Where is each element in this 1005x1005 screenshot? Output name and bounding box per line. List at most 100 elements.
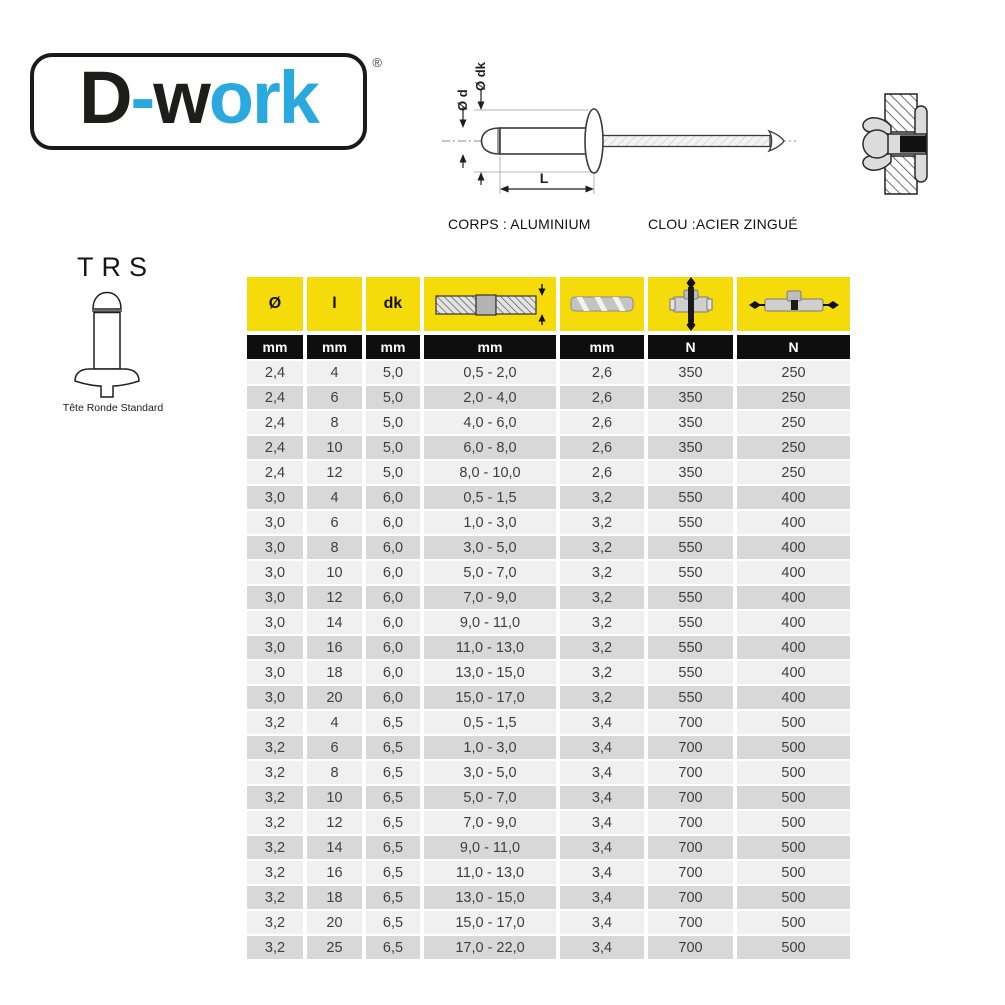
table-cell: 350 [646,410,737,436]
unit-header: N [735,333,850,361]
table-cell: 550 [646,510,737,536]
table-cell: 25 [305,935,366,961]
unit-header: mm [305,333,366,361]
table-cell: 500 [735,910,850,936]
col-header-drill [558,277,648,335]
table-cell: 5,0 [364,360,424,386]
brand-logo: D-work ® [30,53,382,151]
col-header-length: l [305,277,366,335]
table-cell: 0,5 - 1,5 [422,710,560,736]
table-cell: 12 [305,460,366,486]
unit-header: N [646,333,737,361]
table-cell: 6,5 [364,735,424,761]
table-cell: 500 [735,935,850,961]
table-cell: 15,0 - 17,0 [422,910,560,936]
table-cell: 500 [735,760,850,786]
col-header-tensile-strength [735,277,850,335]
table-cell: 550 [646,485,737,511]
registered-trademark-icon: ® [372,55,382,70]
table-cell: 9,0 - 11,0 [422,610,560,636]
col-header-shear-strength [646,277,737,335]
grip-range-icon [435,284,546,325]
trs-rivet-drawing [62,284,162,404]
table-cell: 400 [735,660,850,686]
table-cell: 2,6 [558,410,648,436]
table-cell: 2,4 [247,410,307,436]
table-cell: 550 [646,585,737,611]
table-cell: 3,2 [558,685,648,711]
table-cell: 3,4 [558,835,648,861]
table-cell: 3,2 [247,885,307,911]
table-cell: 500 [735,785,850,811]
table-row: 2,4 4 5,0 0,5 - 2,0 2,6 350 250 [247,360,850,386]
table-cell: 6,0 [364,585,424,611]
table-cell: 3,0 [247,560,307,586]
table-cell: 350 [646,460,737,486]
table-cell: 3,2 [247,835,307,861]
table-cell: 20 [305,910,366,936]
table-cell: 16 [305,860,366,886]
table-cell: 6,5 [364,885,424,911]
table-row: 2,4 8 5,0 4,0 - 6,0 2,6 350 250 [247,410,850,436]
table-cell: 13,0 - 15,0 [422,660,560,686]
table-cell: 7,0 - 9,0 [422,585,560,611]
table-cell: 400 [735,510,850,536]
table-row: 3,0 18 6,0 13,0 - 15,0 3,2 550 400 [247,660,850,686]
table-cell: 400 [735,585,850,611]
table-cell: 5,0 - 7,0 [422,560,560,586]
table-cell: 700 [646,785,737,811]
table-cell: 8,0 - 10,0 [422,460,560,486]
table-cell: 250 [735,460,850,486]
table-cell: 3,4 [558,860,648,886]
table-cell: 5,0 - 7,0 [422,785,560,811]
product-code-title: TRS [77,252,155,282]
table-cell: 500 [735,710,850,736]
table-cell: 20 [305,685,366,711]
table-row: 3,2 25 6,5 17,0 - 22,0 3,4 700 500 [247,935,850,961]
table-cell: 3,2 [247,785,307,811]
unit-header: mm [422,333,560,361]
table-cell: 350 [646,385,737,411]
table-row: 2,4 6 5,0 2,0 - 4,0 2,6 350 250 [247,385,850,411]
table-row: 3,0 20 6,0 15,0 - 17,0 3,2 550 400 [247,685,850,711]
table-cell: 2,6 [558,385,648,411]
table-cell: 12 [305,810,366,836]
table-cell: 3,2 [558,485,648,511]
tensile-strength-icon [748,290,839,312]
col-header-head-diameter: dk [364,277,424,335]
table-cell: 8 [305,410,366,436]
table-cell: 3,0 [247,635,307,661]
rivet-dimension-diagram: L Ø d Ø dk [438,53,800,210]
table-cell: 17,0 - 22,0 [422,935,560,961]
table-row: 3,2 14 6,5 9,0 - 11,0 3,4 700 500 [247,835,850,861]
table-cell: 3,4 [558,885,648,911]
table-cell: 500 [735,735,850,761]
table-cell: 6,5 [364,710,424,736]
table-cell: 2,6 [558,460,648,486]
table-cell: 3,2 [558,635,648,661]
table-cell: 1,0 - 3,0 [422,510,560,536]
unit-header-row: mm mm mm mm mm N N [247,333,850,361]
table-cell: 3,0 [247,660,307,686]
table-cell: 4 [305,485,366,511]
table-cell: 250 [735,435,850,461]
table-cell: 500 [735,835,850,861]
table-cell: 2,4 [247,460,307,486]
table-cell: 250 [735,385,850,411]
length-dimension-label: L [540,170,549,186]
table-cell: 550 [646,535,737,561]
table-cell: 18 [305,660,366,686]
nail-material-caption: CLOU :ACIER ZINGUÉ [648,216,798,232]
table-cell: 400 [735,485,850,511]
table-cell: 5,0 [364,435,424,461]
table-cell: 3,2 [247,760,307,786]
table-cell: 700 [646,735,737,761]
table-cell: 6,5 [364,935,424,961]
table-cell: 3,4 [558,760,648,786]
table-cell: 700 [646,760,737,786]
table-cell: 6,5 [364,760,424,786]
table-row: 3,2 16 6,5 11,0 - 13,0 3,4 700 500 [247,860,850,886]
table-cell: 10 [305,785,366,811]
brand-logo-text: D-work [79,60,320,143]
